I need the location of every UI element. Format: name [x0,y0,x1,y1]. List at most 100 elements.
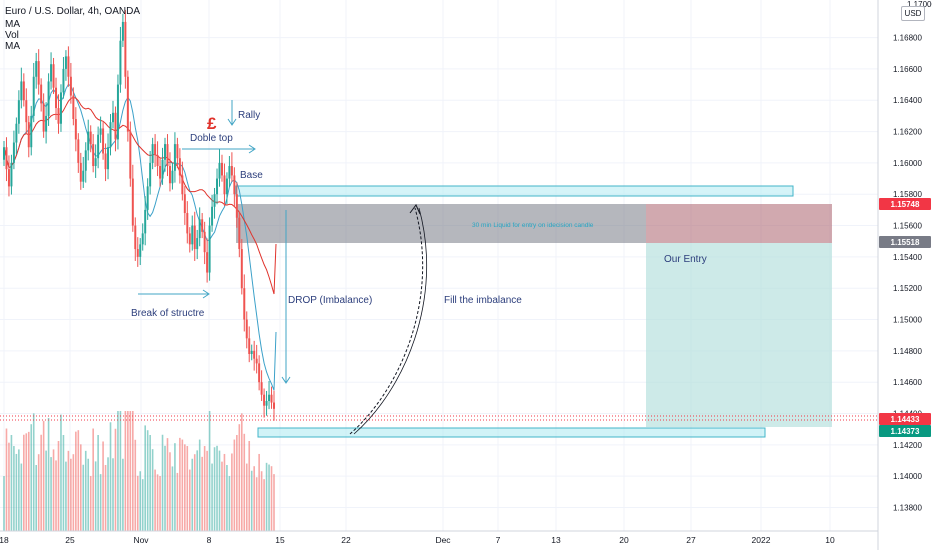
grid [0,0,878,531]
candle-body [126,76,129,132]
candle-body [213,194,216,207]
candle-body [166,144,169,167]
volume-bar [62,435,65,531]
volume-bar [97,435,99,531]
candle-body [107,147,110,170]
volume-bar [5,428,8,531]
time-tick-label: 8 [207,535,212,545]
candle-body [243,288,246,320]
candle-body [55,87,58,109]
fill-arrow-curve [349,207,424,435]
candle-body [102,128,105,154]
candle-body [40,84,43,104]
volume-bar [139,471,142,531]
volume-bar [151,449,154,531]
candle-body [201,219,204,232]
candle-body [74,119,77,140]
candle-body [129,131,132,179]
candle-body [25,100,28,123]
candle-body [94,158,97,167]
volume-bar [174,443,176,531]
candle-body [84,150,87,171]
volume-bar [248,441,251,531]
candle-body [225,178,228,195]
volume-bar [253,466,255,531]
time-axis[interactable]: 18 25 Nov 8 15 22 Dec 7 13 20 27 2022 10 [0,535,835,545]
bos-arrow-head [202,289,210,299]
volume-bar [127,411,129,531]
time-tick-label: 2022 [752,535,771,545]
price-tick-label: 1.16200 [893,128,922,137]
annotation-liquidity: 30 min Liquid for entry on idecision can… [472,222,594,229]
candle-body [171,170,174,184]
volume-bar [50,457,52,531]
candle-body [265,400,268,406]
volume-bar [216,445,218,531]
candle-body [228,166,231,179]
price-tick-label: 1.15400 [893,253,922,262]
volume-bar [60,414,62,531]
ma-slow-line [3,96,277,295]
volume-bar [159,476,161,531]
candle-body [268,394,271,401]
ma-fast-line [3,83,277,391]
volume-bar [52,449,55,531]
symbol-title[interactable]: Euro / U.S. Dollar, 4h, OANDA [5,6,141,17]
candle-body [273,402,275,409]
volume-bar [129,411,132,531]
candle-body [260,382,263,395]
annotation-fill-imbalance: Fill the imbalance [444,295,522,306]
double-top-arrow-head [248,144,256,154]
volume-bar [67,450,70,531]
volume-bar [20,463,23,531]
volume-bar [57,441,60,531]
time-tick-label: 18 [0,535,9,545]
base-zone [235,185,794,197]
candle-body [10,162,13,187]
volume-bar [25,433,28,531]
candle-body [30,115,33,148]
volume-bar [109,422,112,531]
candle-body [196,238,199,250]
candle-body [191,225,194,245]
candle-body [47,81,50,116]
candle-body [111,112,114,123]
volume-bar [94,461,97,531]
price-badge-label: 1.14373 [891,427,920,436]
volume-bar [104,465,107,531]
volume-bar [92,428,94,531]
price-badge-label: 1.15748 [891,200,920,209]
volume-bar [258,453,260,531]
candle-body [119,40,122,85]
volume-bar [99,474,102,531]
volume-bar [30,424,33,531]
candle-body [250,350,253,354]
fill-arrow-head [409,204,421,215]
price-badge [879,413,931,425]
indicator-vol[interactable]: Vol [5,30,19,41]
volume-bar [273,474,275,531]
volume-bar [112,458,114,531]
candle-body [134,225,137,250]
price-tick-label: 1.15000 [893,316,922,325]
price-badge [879,236,931,248]
volume-bar [265,462,268,531]
indicator-ma-2[interactable]: MA [5,41,20,52]
time-tick-label: 13 [551,535,561,545]
candle-body [270,394,273,403]
price-tick-label: 1.15800 [893,190,922,199]
candle-body [203,231,206,253]
price-axis[interactable]: 1.16800 1.16600 1.16400 1.16200 1.16000 1.158… [893,34,922,513]
candle-body [27,122,30,148]
currency-button[interactable]: USD [901,6,925,21]
candle-body [198,219,201,239]
candle-body [161,159,164,179]
volume-bar [211,463,213,531]
volume-bar [136,475,139,531]
candle-body [57,108,60,124]
volume-bars [3,411,275,531]
candle-body [45,115,48,132]
indicator-ma-1[interactable]: MA [5,19,20,30]
time-tick-label: Dec [435,535,451,545]
